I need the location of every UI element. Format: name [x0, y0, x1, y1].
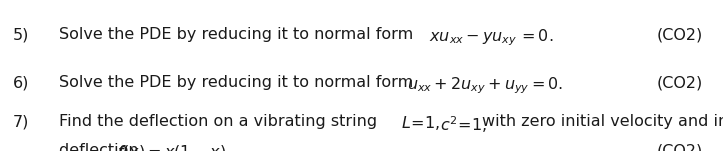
- Text: $L\!=\!1$,: $L\!=\!1$,: [401, 114, 440, 132]
- Text: $c^{2}\!=\!1$,: $c^{2}\!=\!1$,: [440, 114, 487, 135]
- Text: 5): 5): [13, 27, 30, 42]
- Text: Solve the PDE by reducing it to normal form: Solve the PDE by reducing it to normal f…: [59, 27, 419, 42]
- Text: deflection: deflection: [59, 143, 144, 151]
- Text: with zero initial velocity and initial: with zero initial velocity and initial: [482, 114, 723, 129]
- Text: $f(x) = x(1 - x).$: $f(x) = x(1 - x).$: [117, 143, 231, 151]
- Text: 6): 6): [13, 76, 30, 90]
- Text: (CO2): (CO2): [656, 76, 703, 90]
- Text: Solve the PDE by reducing it to normal form: Solve the PDE by reducing it to normal f…: [59, 76, 419, 90]
- Text: Find the deflection on a vibrating string: Find the deflection on a vibrating strin…: [59, 114, 382, 129]
- Text: $u_{xx} + 2u_{xy} + u_{yy} = 0.$: $u_{xx} + 2u_{xy} + u_{yy} = 0.$: [407, 76, 563, 96]
- Text: (CO2): (CO2): [656, 143, 703, 151]
- Text: (CO2): (CO2): [656, 27, 703, 42]
- Text: $xu_{xx} - yu_{xy}\, = 0.$: $xu_{xx} - yu_{xy}\, = 0.$: [429, 27, 554, 48]
- Text: 7): 7): [13, 114, 30, 129]
